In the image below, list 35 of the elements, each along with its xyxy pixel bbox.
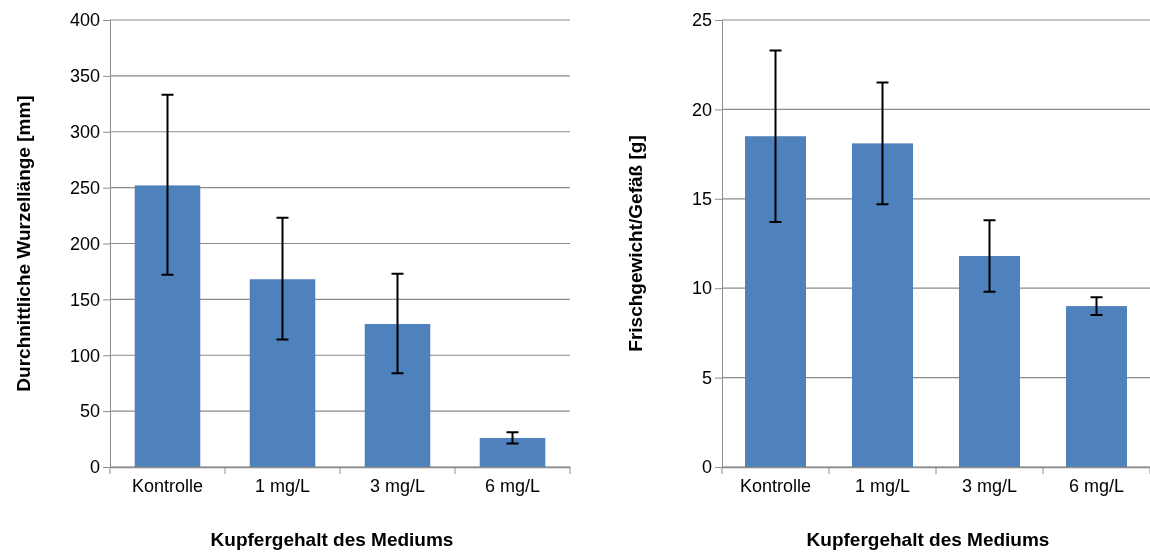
y-tick-label: 25 <box>691 10 712 31</box>
x-tick-label: 1 mg/L <box>854 475 911 496</box>
y-axis-title: Frischgewicht/Gefäß [g] <box>625 135 646 352</box>
y-tick-label: 200 <box>69 233 100 254</box>
y-tick-label: 250 <box>69 177 100 198</box>
bar <box>249 279 316 467</box>
x-tick-label: 6 mg/L <box>1068 475 1125 496</box>
y-tick-label: 5 <box>701 367 712 388</box>
y-tick-label: 100 <box>69 345 100 366</box>
x-tick-label: 6 mg/L <box>484 475 541 496</box>
y-tick-label: 350 <box>69 66 100 87</box>
y-tick-label: 400 <box>69 10 100 31</box>
y-tick-label: 300 <box>69 122 100 143</box>
x-axis-title: Kupfergehalt des Mediums <box>806 529 1050 550</box>
y-tick-label: 150 <box>69 289 100 310</box>
bar <box>852 143 913 467</box>
y-tick-label: 0 <box>89 457 100 478</box>
y-tick-label: 0 <box>701 457 712 478</box>
y-tick-label: 20 <box>691 99 712 120</box>
y-tick-label: 15 <box>691 189 712 210</box>
x-tick-label: Kontrolle <box>739 475 812 496</box>
x-axis-title: Kupfergehalt des Mediums <box>210 529 454 550</box>
bar <box>1066 306 1127 467</box>
x-tick-label: 3 mg/L <box>369 475 426 496</box>
bar <box>134 185 201 467</box>
bar <box>745 136 806 467</box>
bar <box>364 323 431 467</box>
x-tick-label: 1 mg/L <box>254 475 311 496</box>
bar <box>959 256 1020 467</box>
y-tick-label: 50 <box>79 401 100 422</box>
x-tick-label: 3 mg/L <box>961 475 1018 496</box>
x-tick-label: Kontrolle <box>131 475 204 496</box>
y-axis-title: Durchnittliche Wurzellänge [mm] <box>13 95 34 392</box>
y-tick-label: 10 <box>691 278 712 299</box>
bar <box>479 437 546 467</box>
